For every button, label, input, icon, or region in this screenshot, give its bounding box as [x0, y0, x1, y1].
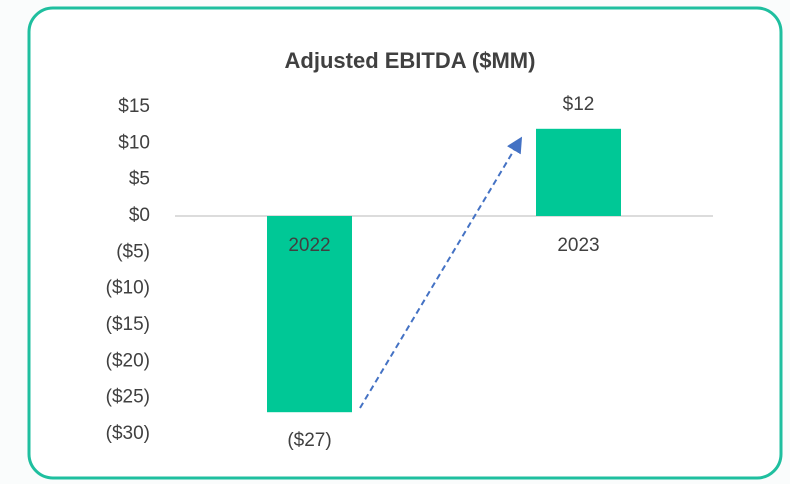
- y-tick-label: $5: [129, 169, 150, 190]
- y-tick-label: ($5): [116, 241, 150, 262]
- y-tick-label: $10: [118, 132, 150, 153]
- trend-arrow: [359, 136, 523, 409]
- card: [27, 6, 783, 480]
- x-tick-label: 2023: [557, 235, 599, 256]
- y-tick-label: ($10): [106, 278, 150, 299]
- bar: [536, 128, 621, 216]
- bar: [267, 216, 352, 413]
- y-tick-label: $0: [129, 205, 150, 226]
- y-tick-label: ($15): [106, 314, 150, 335]
- value-label: $12: [563, 94, 595, 115]
- y-tick-label: ($20): [106, 350, 150, 371]
- y-tick-label: ($30): [106, 423, 150, 444]
- value-label: ($27): [287, 430, 331, 451]
- y-tick-label: ($25): [106, 387, 150, 408]
- chart-title: Adjusted EBITDA ($MM): [285, 48, 536, 73]
- x-tick-label: 2022: [288, 235, 330, 256]
- y-tick-label: $15: [118, 96, 150, 117]
